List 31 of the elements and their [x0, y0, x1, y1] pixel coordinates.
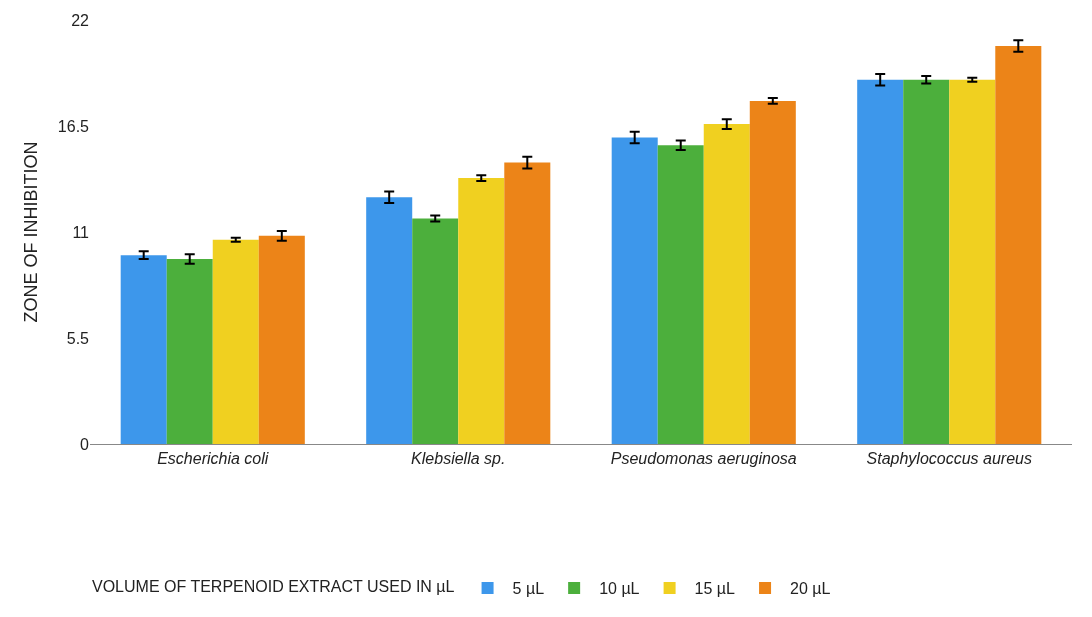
- bar: [258, 235, 305, 444]
- legend-label: 15 µL: [694, 580, 736, 598]
- bar: [366, 197, 413, 444]
- x-tick-label: Pseudomonas aeruginosa: [610, 450, 797, 468]
- y-tick-label: 16.5: [57, 117, 90, 135]
- bar: [504, 162, 551, 444]
- y-tick-label: 5.5: [66, 329, 90, 347]
- y-tick-label: 22: [71, 11, 90, 29]
- bar: [458, 178, 505, 444]
- bar: [166, 258, 213, 444]
- bar: [412, 218, 459, 444]
- x-tick-label: Escherichia coli: [157, 450, 269, 468]
- y-tick-label: 11: [72, 223, 90, 241]
- bar: [749, 100, 796, 444]
- y-tick-label: 0: [80, 435, 90, 453]
- bar: [212, 239, 259, 444]
- bar: [120, 255, 167, 444]
- legend-label: 10 µL: [599, 580, 640, 598]
- legend-title: VOLUME OF TERPENOID EXTRACT USED IN µL: [92, 578, 455, 595]
- bar: [703, 124, 750, 444]
- y-axis-title: ZONE OF INHIBITION: [21, 141, 42, 323]
- bar: [857, 79, 904, 444]
- bar: [949, 79, 996, 444]
- legend-label: 5 µL: [512, 580, 545, 598]
- bar: [903, 79, 950, 444]
- x-tick-label: Staphylococcus aureus: [866, 450, 1032, 468]
- legend-label: 20 µL: [790, 580, 831, 598]
- bar: [611, 137, 658, 444]
- bar: [657, 145, 704, 444]
- x-tick-label: Klebsiella sp.: [411, 450, 506, 468]
- bar: [995, 46, 1042, 444]
